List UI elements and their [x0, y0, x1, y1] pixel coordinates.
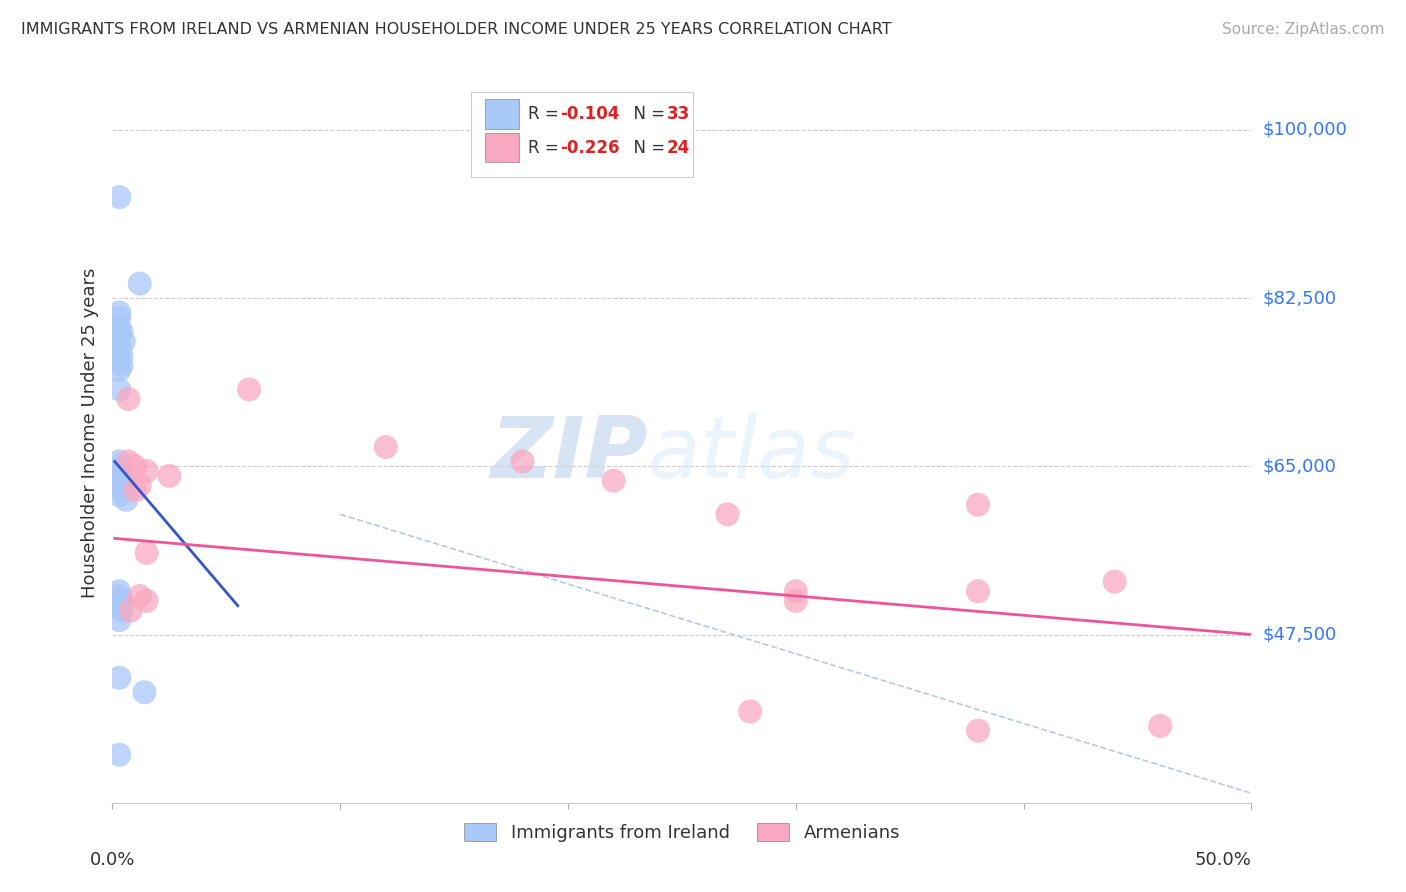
Point [117, 392, 139, 406]
Point [110, 349, 132, 363]
Bar [485, 99, 519, 129]
Point [108, 319, 131, 334]
Point [135, 464, 157, 478]
Text: atlas: atlas [648, 413, 856, 496]
Point [135, 594, 157, 608]
Point [110, 603, 132, 617]
Point [602, 474, 624, 488]
Point [120, 603, 142, 617]
Point [108, 310, 131, 325]
Text: ZIP: ZIP [491, 413, 648, 496]
Point [740, 705, 762, 719]
Point [108, 343, 131, 358]
Point [128, 589, 150, 603]
Point [108, 190, 131, 204]
Point [110, 325, 132, 339]
Point [512, 454, 534, 468]
Point [785, 594, 807, 608]
Point [110, 594, 132, 608]
Text: R =: R = [529, 105, 564, 123]
Text: N =: N = [623, 138, 671, 157]
Point [967, 723, 990, 738]
Text: 0.0%: 0.0% [90, 851, 135, 869]
Point [108, 747, 131, 762]
Point [112, 474, 135, 488]
Point [374, 440, 396, 454]
Point [108, 353, 131, 368]
Text: 33: 33 [666, 105, 690, 123]
Point [108, 478, 131, 492]
Text: 24: 24 [666, 138, 690, 157]
Text: N =: N = [623, 105, 671, 123]
Point [238, 382, 260, 396]
Text: IMMIGRANTS FROM IRELAND VS ARMENIAN HOUSEHOLDER INCOME UNDER 25 YEARS CORRELATIO: IMMIGRANTS FROM IRELAND VS ARMENIAN HOUS… [21, 22, 891, 37]
Point [117, 454, 139, 468]
Point [128, 478, 150, 492]
Point [110, 469, 132, 483]
Point [1149, 719, 1171, 733]
Point [108, 613, 131, 627]
Point [716, 508, 738, 522]
Bar [471, 92, 693, 178]
Point [108, 382, 131, 396]
Bar [485, 133, 519, 162]
Point [124, 483, 146, 498]
Text: -0.104: -0.104 [560, 105, 620, 123]
Point [108, 488, 131, 502]
Point [134, 685, 156, 699]
Y-axis label: Householder Income Under 25 years: Householder Income Under 25 years [80, 268, 98, 598]
Point [110, 359, 132, 373]
Point [112, 334, 135, 349]
Point [135, 546, 157, 560]
Point [159, 469, 180, 483]
Point [108, 599, 131, 613]
Point [108, 339, 131, 353]
Text: $82,500: $82,500 [1263, 289, 1337, 307]
Point [108, 459, 131, 474]
Point [967, 584, 990, 599]
Point [110, 464, 132, 478]
Legend: Immigrants from Ireland, Armenians: Immigrants from Ireland, Armenians [457, 815, 907, 849]
Text: R =: R = [529, 138, 564, 157]
Point [108, 329, 131, 343]
Point [115, 492, 138, 507]
Point [108, 589, 131, 603]
Point [128, 277, 150, 291]
Point [108, 671, 131, 685]
Text: 50.0%: 50.0% [1195, 851, 1251, 869]
Point [967, 498, 990, 512]
Text: $65,000: $65,000 [1263, 458, 1336, 475]
Point [785, 584, 807, 599]
Point [108, 584, 131, 599]
Text: Source: ZipAtlas.com: Source: ZipAtlas.com [1222, 22, 1385, 37]
Text: -0.226: -0.226 [560, 138, 620, 157]
Point [108, 363, 131, 377]
Point [1104, 574, 1126, 589]
Point [124, 459, 146, 474]
Text: $100,000: $100,000 [1263, 120, 1347, 139]
Point [108, 305, 131, 319]
Point [110, 483, 132, 498]
Point [108, 454, 131, 468]
Text: $47,500: $47,500 [1263, 625, 1337, 643]
